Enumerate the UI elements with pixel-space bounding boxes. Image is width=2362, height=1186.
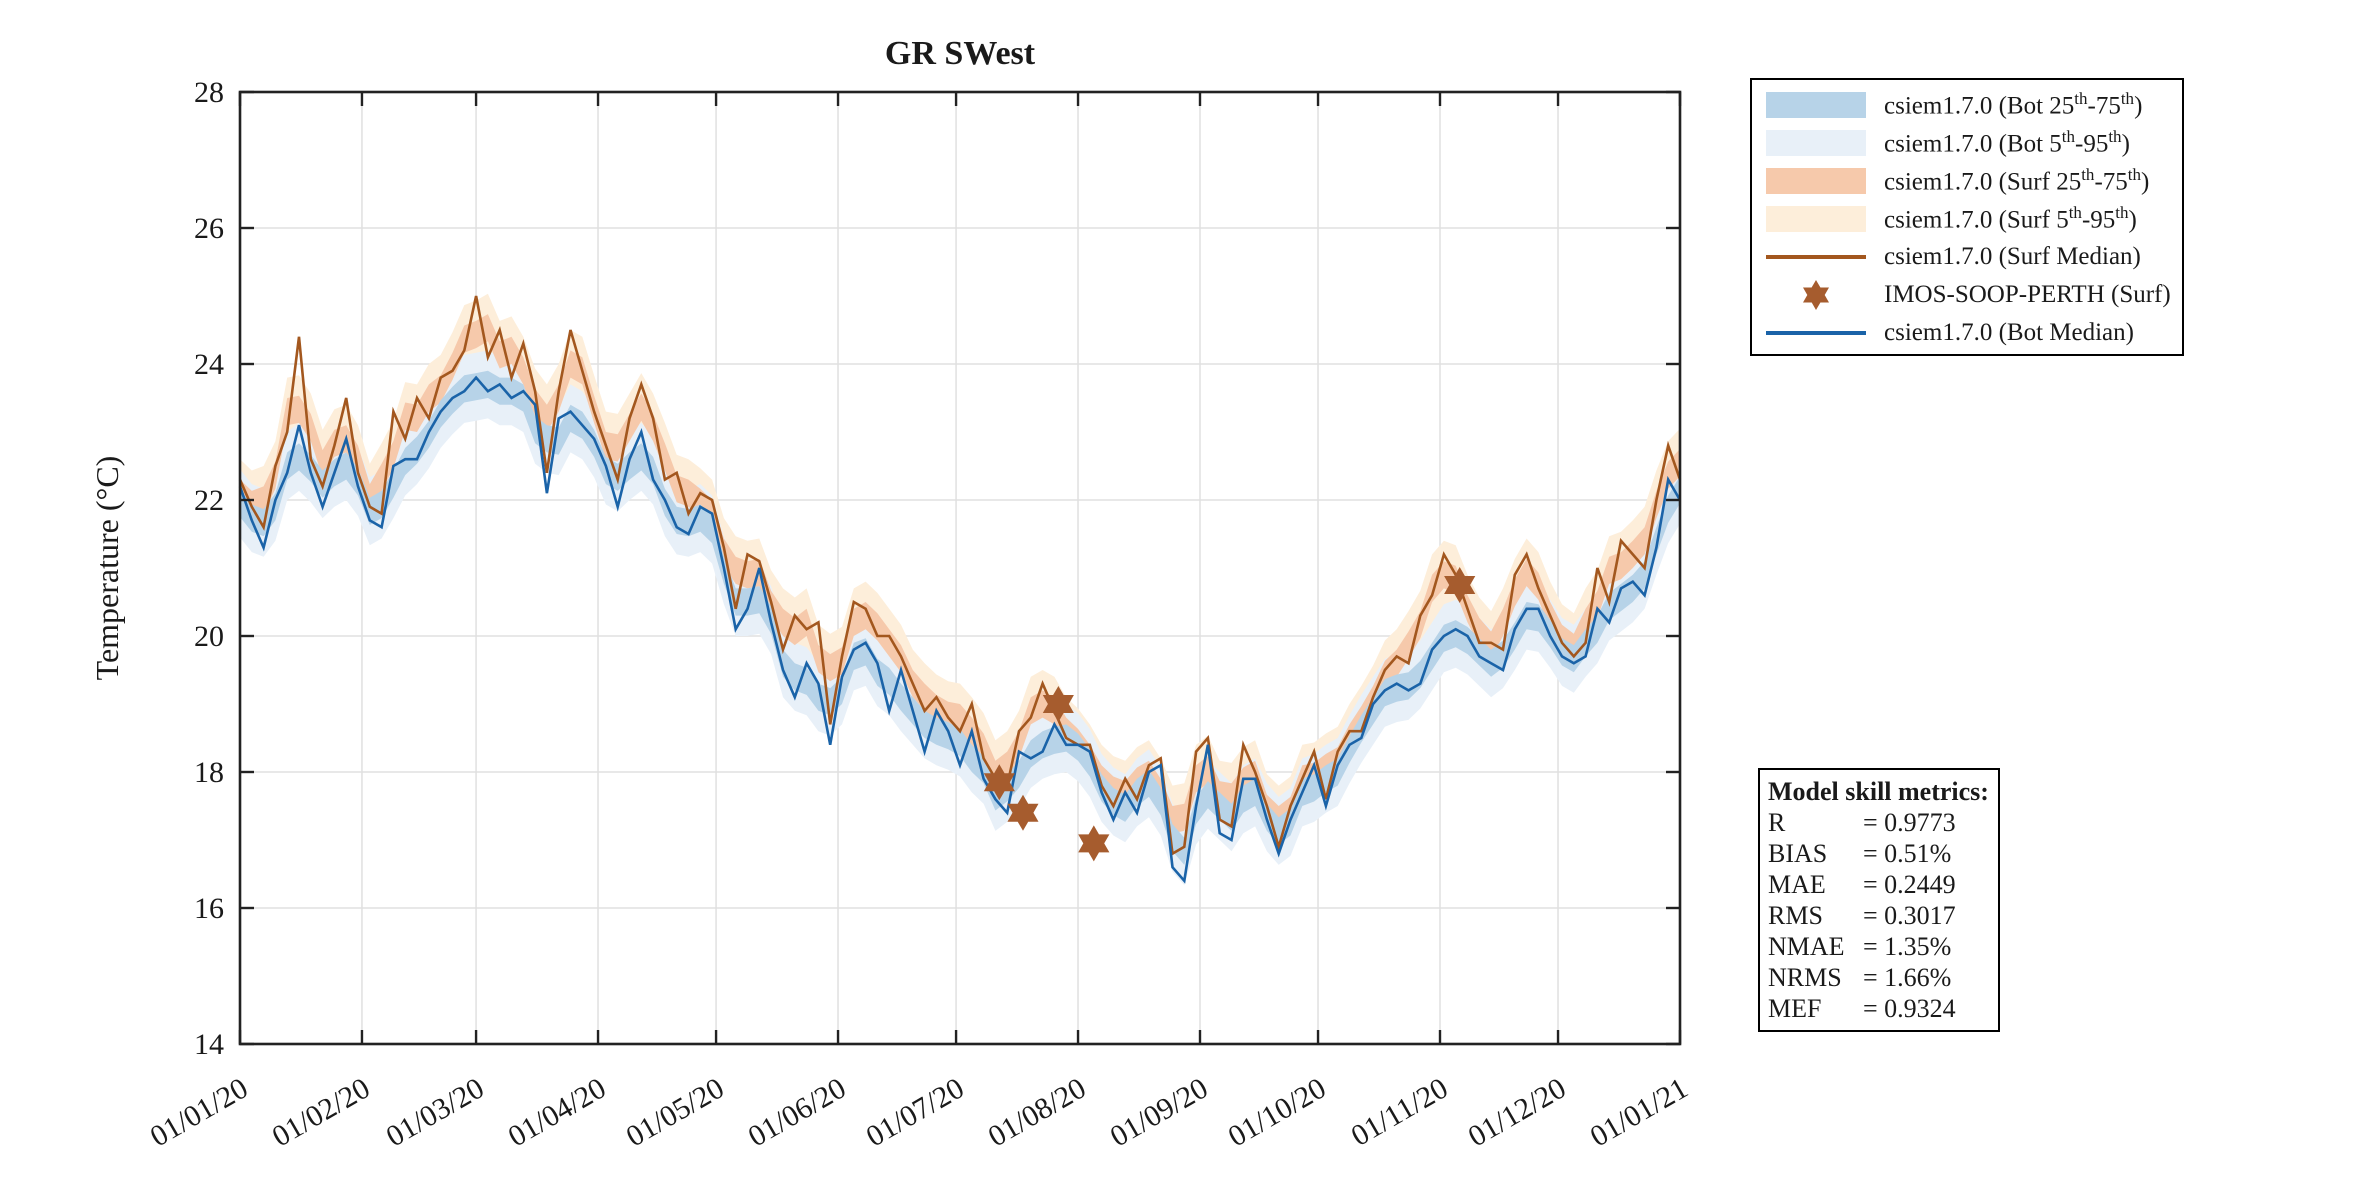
- x-tick-label: 01/01/20: [145, 1071, 254, 1153]
- x-tick-label: 01/11/20: [1346, 1071, 1454, 1152]
- metric-row: NRMS = 1.66%: [1768, 962, 1990, 993]
- legend-item-label: csiem1.7.0 (Surf 25th-75th): [1884, 165, 2150, 196]
- x-tick-label: 01/06/20: [743, 1071, 852, 1153]
- metric-value: = 0.2449: [1863, 870, 1956, 899]
- legend-item-label: IMOS-SOOP-PERTH (Surf): [1884, 281, 2171, 308]
- legend-line-swatch: [1766, 331, 1884, 335]
- y-tick-label: 28: [194, 76, 224, 109]
- legend-item: csiem1.7.0 (Surf Median): [1766, 238, 2182, 276]
- x-tick-label: 01/08/20: [983, 1071, 1092, 1153]
- legend-item: IMOS-SOOP-PERTH (Surf): [1766, 276, 2182, 314]
- x-tick-label: 01/02/20: [267, 1071, 376, 1153]
- y-tick-label: 26: [194, 212, 224, 245]
- y-tick-label: 20: [194, 620, 224, 653]
- legend-item-label: csiem1.7.0 (Surf Median): [1884, 243, 2141, 270]
- metric-row: MAE = 0.2449: [1768, 869, 1990, 900]
- axes-box: [238, 90, 1682, 1046]
- metric-label: MEF: [1768, 994, 1822, 1023]
- x-tick-label: 01/12/20: [1463, 1071, 1572, 1153]
- metric-row: R = 0.9773: [1768, 807, 1990, 838]
- metric-label: NMAE: [1768, 932, 1845, 961]
- metric-value: = 1.66%: [1863, 963, 1952, 992]
- observation-markers: [983, 567, 1476, 862]
- metric-label: RMS: [1768, 901, 1823, 930]
- y-tick-label: 14: [194, 1028, 224, 1061]
- chart-title: GR SWest: [885, 35, 1036, 72]
- metric-row: BIAS = 0.51%: [1768, 838, 1990, 869]
- metric-label: NRMS: [1768, 963, 1842, 992]
- metric-row: NMAE = 1.35%: [1768, 931, 1990, 962]
- plot-border: [238, 90, 1682, 1046]
- metric-value: = 0.51%: [1863, 839, 1952, 868]
- legend-band-swatch: [1766, 168, 1884, 194]
- legend-item: csiem1.7.0 (Bot Median): [1766, 314, 2182, 352]
- bot-5-95-band: [240, 350, 1680, 886]
- y-tick-label: 22: [194, 484, 224, 517]
- grid-lines: [240, 92, 1680, 1044]
- surf-median-line: [238, 295, 1682, 856]
- legend-item: csiem1.7.0 (Surf 25th-75th): [1766, 162, 2182, 200]
- legend-band-swatch: [1766, 206, 1884, 232]
- y-tick-label: 18: [194, 756, 224, 789]
- metrics-title: Model skill metrics:: [1768, 777, 1989, 806]
- legend-band-swatch: [1766, 130, 1884, 156]
- metric-value: = 0.9324: [1863, 994, 1956, 1023]
- legend-band-swatch: [1766, 92, 1884, 118]
- legend-item-label: csiem1.7.0 (Bot 25th-75th): [1884, 89, 2143, 120]
- y-tick-label: 16: [194, 892, 224, 925]
- obs-star-marker: [1042, 686, 1074, 722]
- x-tick-label: 01/09/20: [1105, 1071, 1214, 1153]
- bot-median-line: [238, 375, 1682, 884]
- obs-star-marker: [1444, 567, 1476, 603]
- x-tick-label: 01/05/20: [621, 1071, 730, 1153]
- legend-item-label: csiem1.7.0 (Surf 5th-95th): [1884, 203, 2137, 234]
- metric-value: = 0.9773: [1863, 808, 1956, 837]
- metric-row: MEF = 0.9324: [1768, 993, 1990, 1024]
- x-tick-label: 01/10/20: [1223, 1071, 1332, 1153]
- y-tick-label: 24: [194, 348, 224, 381]
- median-lines: [238, 295, 1682, 884]
- metric-row: RMS = 0.3017: [1768, 900, 1990, 931]
- x-tick-label: 01/04/20: [503, 1071, 612, 1153]
- metric-value: = 1.35%: [1863, 932, 1952, 961]
- legend-item: csiem1.7.0 (Bot 25th-75th): [1766, 86, 2182, 124]
- y-axis-label: Temperature (°C): [89, 456, 125, 681]
- legend-box: csiem1.7.0 (Bot 25th-75th) csiem1.7.0 (Bo…: [1750, 78, 2184, 356]
- x-tick-label: 01/03/20: [381, 1071, 490, 1153]
- metric-value: = 0.3017: [1863, 901, 1956, 930]
- legend-item: csiem1.7.0 (Bot 5th-95th): [1766, 124, 2182, 162]
- legend-item-label: csiem1.7.0 (Bot Median): [1884, 319, 2134, 346]
- metrics-box: Model skill metrics: R = 0.9773 BIAS = 0.51…: [1758, 768, 2000, 1032]
- obs-star-marker: [1007, 794, 1039, 831]
- obs-star-marker: [983, 764, 1015, 801]
- x-tick-label: 01/01/21: [1585, 1071, 1694, 1153]
- metrics-rows: R = 0.9773 BIAS = 0.51% MAE = 0.2449 RMS = 0.30…: [1768, 807, 1990, 1024]
- metric-label: BIAS: [1768, 839, 1828, 868]
- legend-item-label: csiem1.7.0 (Bot 5th-95th): [1884, 127, 2130, 158]
- metric-label: R: [1768, 808, 1786, 837]
- x-tick-label: 01/07/20: [861, 1071, 970, 1153]
- obs-star-marker: [1078, 825, 1110, 862]
- legend-line-swatch: [1766, 255, 1884, 259]
- metric-label: MAE: [1768, 870, 1826, 899]
- legend-item: csiem1.7.0 (Surf 5th-95th): [1766, 200, 2182, 238]
- star-icon: [1766, 277, 1884, 313]
